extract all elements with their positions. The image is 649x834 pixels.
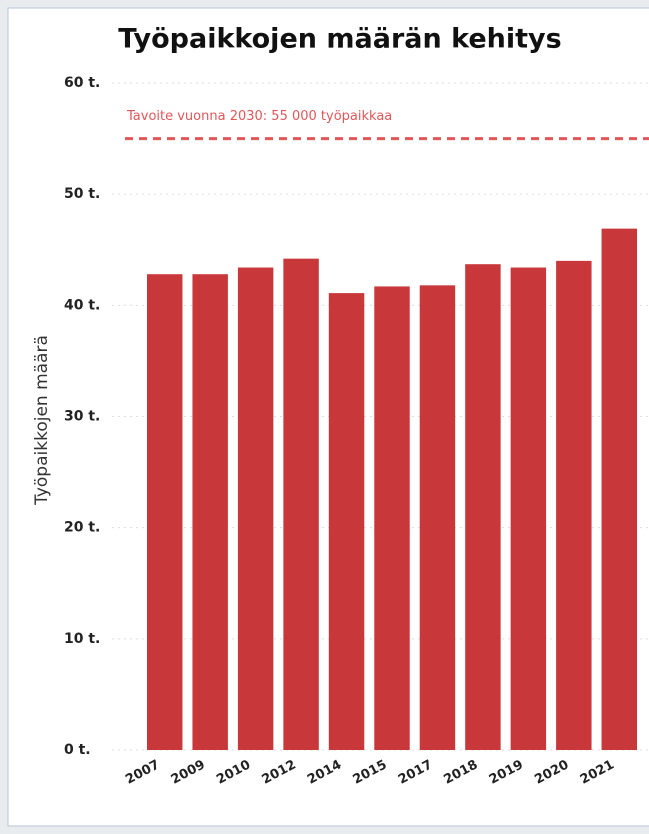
bar — [510, 267, 547, 750]
bar — [465, 264, 501, 750]
y-tick-label: 20 t. — [64, 520, 100, 536]
bar — [237, 267, 274, 750]
chart-title: Työpaikkojen määrän kehitys — [118, 24, 561, 55]
y-tick-label: 10 t. — [64, 631, 100, 647]
bar — [419, 285, 456, 750]
y-tick-label: 40 t. — [64, 297, 100, 313]
bar — [147, 274, 183, 750]
target-label: Tavoite vuonna 2030: 55 000 työpaikkaa — [126, 109, 392, 124]
y-tick-label: 30 t. — [64, 409, 100, 425]
y-axis-label: Työpaikkojen määrä — [32, 335, 52, 506]
y-tick-label: 60 t. — [64, 75, 100, 91]
bar — [601, 228, 637, 751]
bar — [192, 274, 228, 750]
bar — [374, 286, 410, 750]
y-tick-label: 50 t. — [64, 186, 100, 202]
bar — [328, 293, 365, 750]
y-tick-label: 0 t. — [64, 742, 91, 758]
bar — [556, 260, 592, 750]
bar — [283, 258, 319, 750]
